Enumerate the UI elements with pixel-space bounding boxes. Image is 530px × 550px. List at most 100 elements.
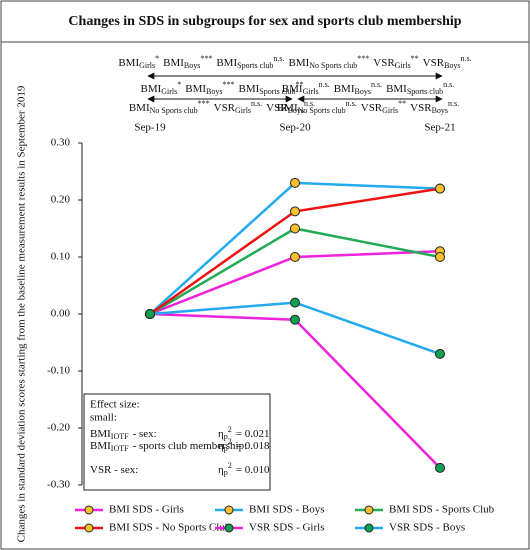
annotation: BMINo Sports club*** VSRGirlsn.s. VSRBoysn… — [129, 99, 315, 115]
y-tick-label: 0.20 — [51, 194, 71, 206]
superscript: ** — [296, 80, 304, 89]
superscript: *** — [357, 54, 369, 63]
superscript: n.s. — [273, 54, 284, 63]
series-line — [149, 301, 441, 356]
effect-size-level: small: — [90, 412, 117, 424]
token: BMI — [140, 83, 161, 95]
y-tick-label: 0.10 — [51, 251, 71, 263]
subscript: Boys — [184, 61, 200, 70]
y-tick-label: -0.10 — [47, 365, 70, 377]
token: η — [218, 440, 224, 452]
x-tick-label: Sep-19 — [134, 122, 166, 134]
subscript: Sports club — [407, 87, 443, 96]
token: BMI — [282, 83, 303, 95]
annotation: ηp2 = 0.018 — [218, 437, 270, 453]
token: VSR — [423, 57, 445, 69]
subscript: No Sports club — [309, 61, 357, 70]
superscript: n.s. — [461, 54, 472, 63]
token: = 0.021 — [236, 428, 270, 440]
marker — [290, 223, 300, 234]
subscript: Boys — [206, 87, 222, 96]
marker — [290, 177, 300, 188]
x-tick-label: Sep-20 — [279, 122, 311, 134]
subscript: Girls — [303, 87, 319, 96]
superscript: n.s. — [371, 80, 382, 89]
marker — [145, 309, 155, 319]
legend-label: VSR SDS - Girls — [249, 522, 325, 534]
superscript: n.s. — [448, 99, 459, 108]
token: η — [218, 464, 224, 476]
annotation: ηp2 = 0.021 — [218, 425, 269, 441]
superscript: *** — [200, 54, 212, 63]
superscript: n.s. — [251, 99, 262, 108]
subscript: Boys — [288, 106, 304, 115]
superscript: *** — [198, 99, 210, 108]
marker — [290, 206, 300, 217]
marker — [290, 297, 300, 308]
y-axis-title: Changes in standard deviation scores sta… — [16, 85, 28, 542]
subscript: Girls — [139, 61, 155, 70]
annotation: BMINo Sports clubn.s. VSRGirls** VSRBoysn.… — [277, 99, 459, 115]
token: BMI — [129, 102, 150, 114]
subscript: IOTF — [111, 444, 129, 453]
annotation: BMIGirls* BMIBoys*** BMISports clubn.s. BMI… — [118, 54, 471, 70]
subscript: p — [224, 432, 228, 441]
token: = 0.018 — [236, 440, 270, 452]
x-tick-label: Sep-21 — [424, 122, 455, 134]
chart-title: Changes in SDS in subgroups for sex and … — [68, 14, 461, 29]
marker — [290, 252, 300, 262]
superscript: * — [155, 54, 159, 63]
subscript: Girls — [395, 61, 411, 70]
subscript: No Sports club — [150, 106, 198, 115]
subscript: IOTF — [111, 432, 129, 441]
superscript: 2 — [228, 437, 232, 446]
token: BMI — [386, 83, 407, 95]
token: BMI — [90, 440, 111, 452]
legend-marker — [364, 523, 374, 533]
token: BMI — [185, 83, 206, 95]
subscript: Girls — [382, 106, 398, 115]
token: - sex: — [133, 428, 157, 440]
token: VSR — [361, 102, 383, 114]
token: = 0.010 — [236, 464, 270, 476]
superscript: ** — [411, 54, 419, 63]
superscript: n.s. — [443, 80, 454, 89]
token: η — [218, 428, 224, 440]
y-tick-label: -0.30 — [47, 479, 70, 491]
token: BMI — [163, 57, 184, 69]
y-tick-label: 0.00 — [51, 308, 71, 320]
annotation: BMIGirls* BMIBoys*** BMISports club** — [140, 80, 303, 96]
y-tick-label: 0.30 — [51, 137, 71, 149]
annotation: BMIIOTF - sports club membership: — [90, 440, 247, 453]
marker — [435, 252, 445, 262]
legend-marker — [84, 505, 94, 515]
subscript: p — [224, 468, 228, 477]
superscript: *** — [223, 80, 235, 89]
superscript: n.s. — [346, 99, 357, 108]
y-tick-label: -0.20 — [47, 422, 70, 434]
annotation: VSR - sex: — [90, 464, 138, 476]
token: VSR — [373, 57, 395, 69]
marker — [435, 462, 445, 473]
superscript: * — [177, 80, 181, 89]
legend-label: VSR SDS - Boys — [389, 522, 465, 534]
legend-label: BMI SDS - Boys — [249, 504, 325, 516]
marker — [435, 348, 445, 359]
subscript: No Sports club — [298, 106, 346, 115]
marker — [290, 314, 300, 325]
legend-label: BMI SDS - Sports Club — [389, 504, 495, 516]
subscript: Boys — [432, 106, 448, 115]
legend-marker — [224, 523, 234, 533]
token: BMI — [118, 57, 139, 69]
legend-label: BMI SDS - No Sports Club — [109, 522, 231, 534]
token: BMI — [334, 83, 355, 95]
legend-marker — [364, 505, 374, 515]
token: BMI — [288, 57, 309, 69]
marker — [435, 183, 445, 194]
subscript: Girls — [235, 106, 251, 115]
token: BMI — [90, 428, 111, 440]
token: VSR - sex: — [90, 464, 138, 476]
effect-size-heading: Effect size: — [90, 399, 140, 411]
